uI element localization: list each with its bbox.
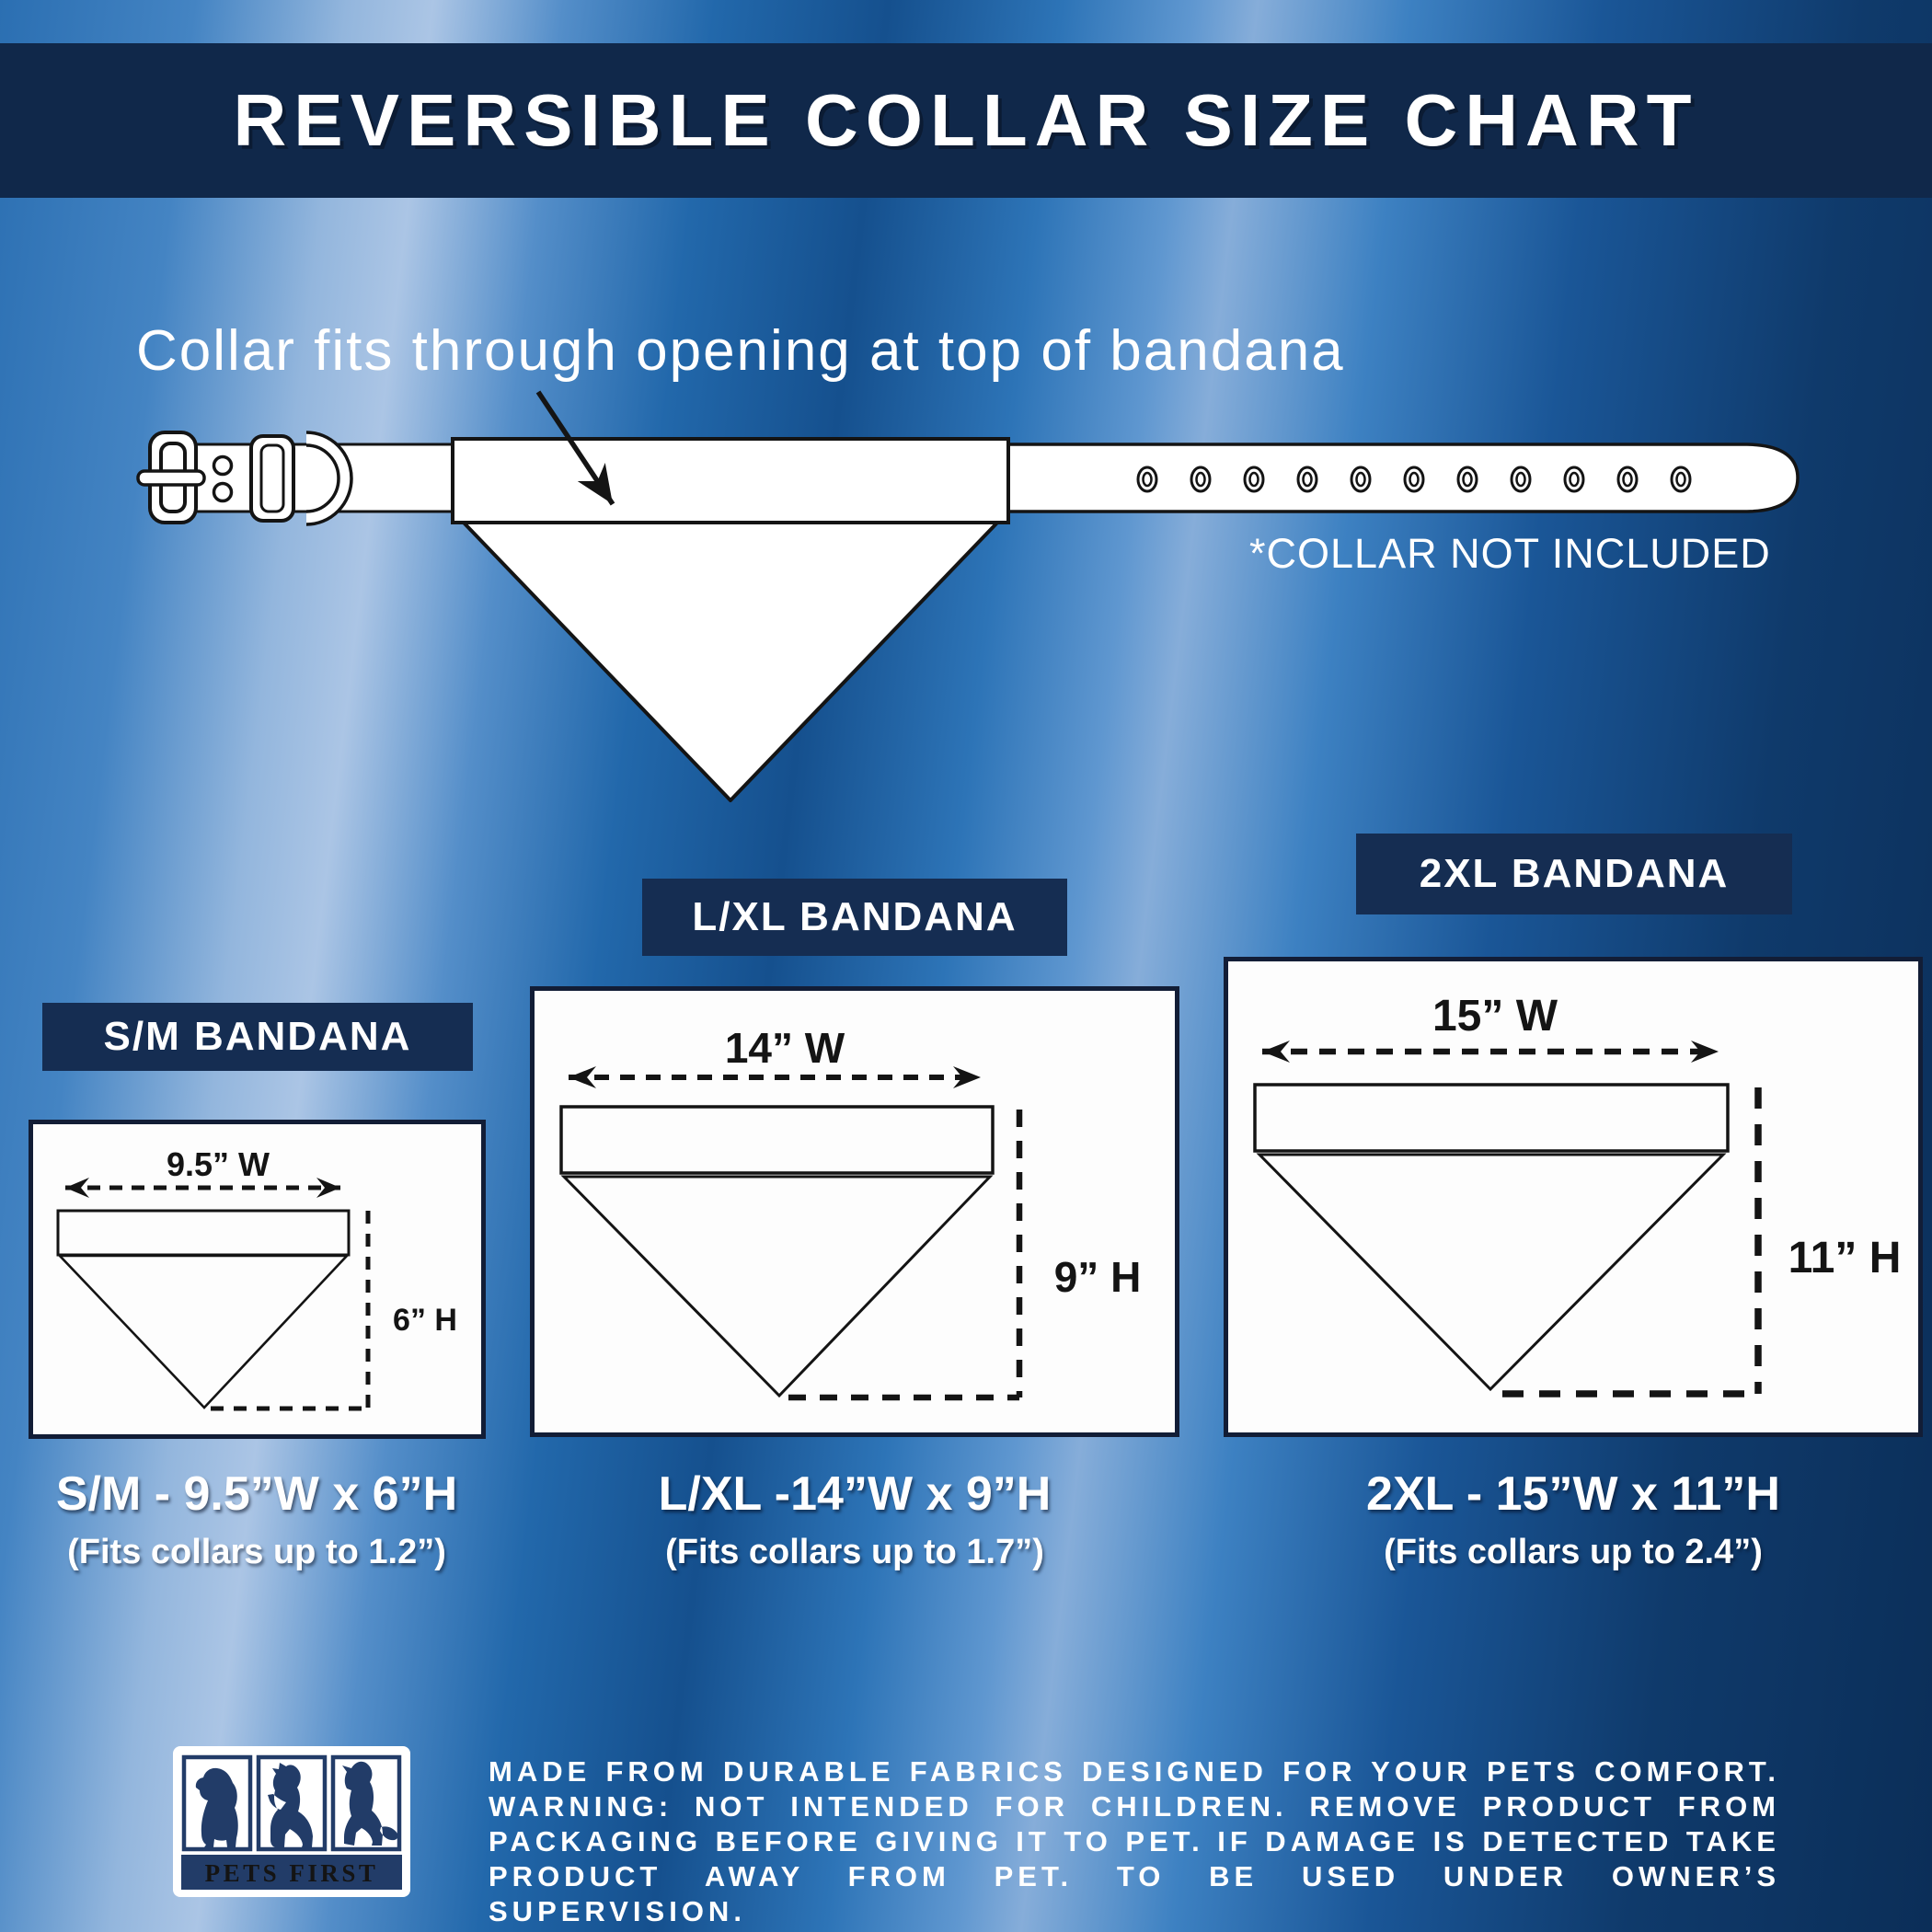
warning-line-1: MADE FROM DURABLE FABRICS DESIGNED FOR Y… (489, 1755, 1780, 1788)
fits-line-lxl: (Fits collars up to 1.7”) (665, 1533, 1044, 1571)
warning-line-4: PRODUCT AWAY FROM PET. TO BE USED UNDER … (489, 1860, 1780, 1927)
diagram-sm-band (56, 1209, 351, 1257)
pointer-arrow-icon (535, 390, 615, 506)
size-line-lxl: L/XL -14”W x 9”H (658, 1467, 1052, 1521)
dog-silhouette-icons (195, 1761, 398, 1847)
collar-note: *COLLAR NOT INCLUDED (1249, 530, 1771, 577)
dog-shepherd-icon (268, 1763, 313, 1847)
size-label-sm-text: S/M BANDANA (103, 1014, 412, 1059)
buckle-prong (136, 469, 206, 487)
logo-text: PETS FIRST (205, 1859, 379, 1887)
diagram-lxl: 14” W 9” H (530, 986, 1179, 1437)
page-title: REVERSIBLE COLLAR SIZE CHART (233, 79, 1699, 161)
fits-line-2xl: (Fits collars up to 2.4”) (1384, 1533, 1763, 1571)
size-label-2xl-text: 2XL BANDANA (1419, 851, 1730, 896)
collar-caption: Collar fits through opening at top of ba… (136, 319, 1345, 383)
diagram-lxl-height-label: 9” H (1054, 1253, 1142, 1301)
buckle-icon (136, 431, 206, 524)
warning-line-3: PACKAGING BEFORE GIVING IT TO PET. IF DA… (489, 1825, 1780, 1857)
diagram-sm-height-label: 6” H (393, 1303, 457, 1338)
collar-eyelets (1136, 466, 1692, 493)
size-label-2xl: 2XL BANDANA (1356, 834, 1792, 914)
warning-line-2: WARNING: NOT INTENDED FOR CHILDREN. REMO… (489, 1790, 1780, 1823)
logo-name-bar (181, 1855, 402, 1890)
diagram-sm: 9.5” W 6” H (29, 1120, 486, 1439)
diagram-sm-width-label: 9.5” W (167, 1145, 270, 1183)
diagram-2xl: 15” W 11” H (1224, 957, 1923, 1437)
diagram-lxl-triangle (560, 1175, 994, 1398)
size-label-lxl-text: L/XL BANDANA (692, 894, 1018, 939)
bandana-triangle (460, 519, 1001, 802)
diagram-2xl-triangle (1256, 1153, 1727, 1392)
diagram-2xl-band (1253, 1083, 1730, 1153)
warning-text-block: MADE FROM DURABLE FABRICS DESIGNED FOR Y… (489, 1754, 1780, 1929)
size-line-sm: S/M - 9.5”W x 6”H (55, 1467, 458, 1521)
pets-first-logo: PETS FIRST (173, 1746, 410, 1897)
diagram-2xl-height-label: 11” H (1788, 1234, 1902, 1282)
title-banner: REVERSIBLE COLLAR SIZE CHART (0, 43, 1932, 198)
diagram-lxl-width-label: 14” W (725, 1024, 845, 1072)
bandana-band (451, 437, 1010, 524)
size-line-2xl: 2XL - 15”W x 11”H (1366, 1467, 1780, 1521)
fits-line-sm: (Fits collars up to 1.2”) (67, 1533, 446, 1571)
diagram-sm-triangle (56, 1254, 351, 1409)
dog-retriever-icon (195, 1767, 238, 1847)
collar-illustration (136, 390, 1800, 802)
diagram-2xl-width-label: 15” W (1432, 992, 1558, 1041)
dog-collie-icon (342, 1761, 398, 1846)
collar-strap-right (1001, 443, 1800, 513)
size-label-lxl: L/XL BANDANA (642, 879, 1067, 956)
size-label-sm: S/M BANDANA (42, 1003, 473, 1071)
keeper-loop (249, 434, 295, 523)
d-ring (305, 431, 353, 526)
diagram-lxl-band (559, 1105, 995, 1175)
